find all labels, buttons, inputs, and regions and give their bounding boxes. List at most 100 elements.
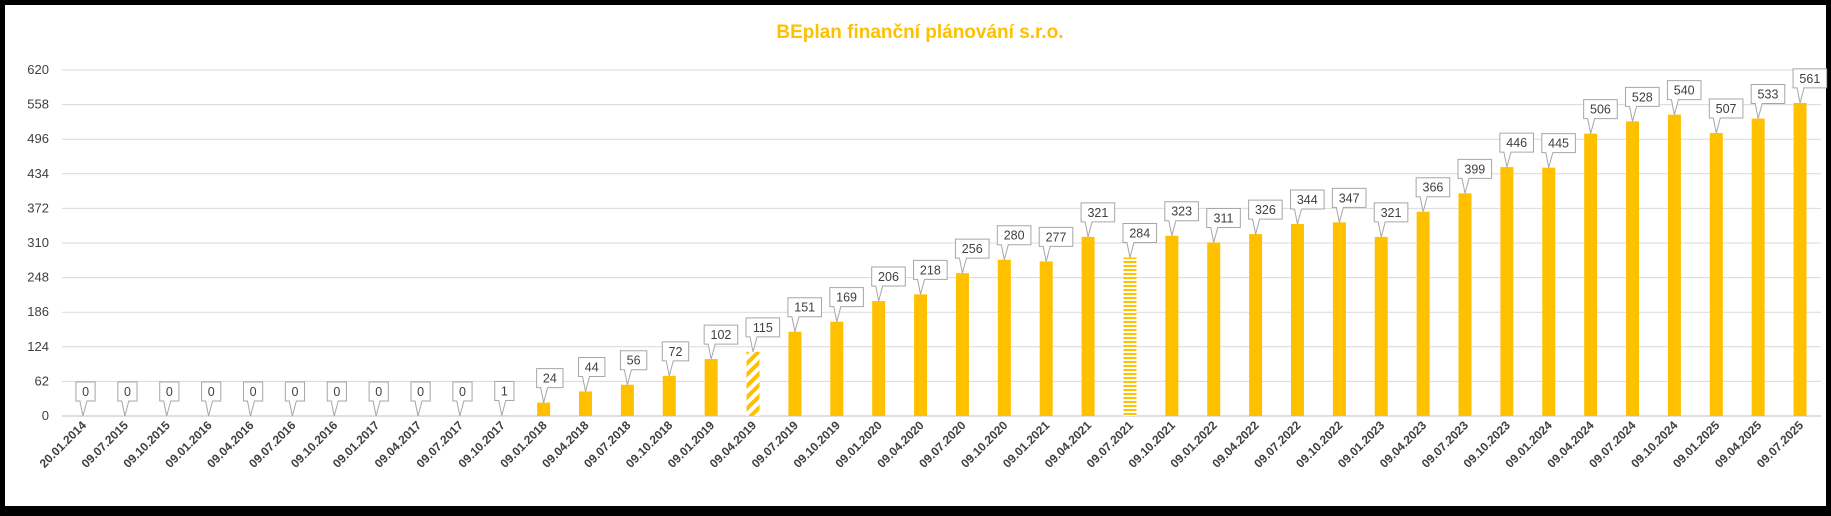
- bar: [620, 384, 634, 416]
- data-label: 540: [1666, 80, 1702, 115]
- data-label: 0: [117, 381, 138, 417]
- data-label: 44: [578, 356, 606, 392]
- svg-text:507: 507: [1716, 102, 1737, 116]
- svg-text:277: 277: [1046, 230, 1067, 244]
- svg-text:0: 0: [291, 385, 298, 399]
- bar: [788, 331, 802, 416]
- svg-text:321: 321: [1087, 206, 1108, 220]
- y-tick-label: 0: [42, 408, 49, 423]
- svg-text:0: 0: [375, 385, 382, 399]
- bar: [1584, 133, 1598, 416]
- data-label: 277: [1038, 226, 1074, 262]
- y-tick-label: 434: [27, 166, 49, 181]
- data-label: 72: [661, 341, 690, 376]
- data-label: 321: [1373, 202, 1409, 237]
- bar: [1626, 121, 1640, 417]
- bar: [1123, 257, 1137, 416]
- y-tick-label: 558: [27, 97, 49, 112]
- data-label: 0: [284, 381, 306, 417]
- bar: [1207, 242, 1221, 416]
- data-label: 561: [1792, 68, 1828, 104]
- bar: [537, 402, 551, 416]
- svg-text:0: 0: [82, 385, 89, 399]
- bar: [830, 321, 844, 416]
- svg-text:347: 347: [1339, 191, 1360, 205]
- data-label: 528: [1625, 86, 1660, 122]
- y-tick-label: 62: [35, 373, 49, 388]
- bar: [1332, 222, 1346, 416]
- data-label: 446: [1499, 132, 1534, 168]
- data-label: 344: [1289, 189, 1325, 225]
- bar: [1458, 193, 1472, 416]
- bar: [914, 294, 928, 416]
- data-label: 0: [159, 381, 180, 417]
- y-axis: 0 62 124 186 248 310 372 434 496 558 620: [27, 62, 49, 423]
- data-label: 533: [1750, 84, 1786, 119]
- svg-text:102: 102: [711, 328, 732, 342]
- svg-text:0: 0: [333, 385, 340, 399]
- bar: [1374, 236, 1388, 416]
- data-label: 24: [536, 368, 564, 403]
- svg-text:311: 311: [1214, 211, 1234, 225]
- svg-text:280: 280: [1004, 229, 1025, 243]
- svg-text:24: 24: [543, 372, 557, 386]
- data-label: 506: [1583, 99, 1618, 134]
- bars: [495, 102, 1807, 417]
- svg-text:528: 528: [1632, 90, 1653, 104]
- data-label: 151: [787, 297, 823, 332]
- bar: [1500, 167, 1514, 416]
- data-label: 280: [996, 225, 1032, 260]
- svg-text:506: 506: [1590, 103, 1611, 117]
- data-label: 102: [703, 324, 739, 360]
- svg-text:0: 0: [417, 385, 424, 399]
- y-tick-label: 248: [27, 270, 49, 285]
- bar: [997, 259, 1011, 416]
- y-tick-label: 186: [27, 304, 49, 319]
- svg-text:321: 321: [1381, 206, 1402, 220]
- bar: [1542, 167, 1556, 416]
- svg-text:0: 0: [166, 385, 173, 399]
- bar: [495, 415, 509, 416]
- svg-text:445: 445: [1548, 137, 1569, 151]
- svg-text:399: 399: [1464, 162, 1485, 176]
- bar: [1416, 211, 1430, 416]
- data-label: 1: [494, 380, 515, 416]
- data-label: 326: [1248, 199, 1283, 235]
- svg-text:323: 323: [1171, 205, 1192, 219]
- bar: [579, 391, 593, 416]
- gridlines: [62, 69, 1821, 417]
- bar: [1249, 234, 1263, 416]
- bar-chart: BEplan finanční plánování s.r.o. 0621241…: [27, 22, 1828, 471]
- svg-text:0: 0: [459, 385, 466, 399]
- data-label: 56: [619, 350, 648, 385]
- data-label: 366: [1415, 177, 1451, 212]
- bar: [1793, 102, 1807, 416]
- svg-text:44: 44: [585, 360, 599, 374]
- bar: [955, 273, 969, 416]
- data-label: 0: [326, 381, 347, 417]
- bar: [1751, 118, 1765, 417]
- bar: [872, 301, 886, 416]
- y-tick-label: 496: [27, 131, 49, 146]
- data-label: 0: [201, 381, 222, 417]
- svg-text:326: 326: [1255, 203, 1276, 217]
- bar: [1039, 261, 1053, 416]
- data-label: 311: [1206, 207, 1241, 243]
- svg-text:0: 0: [208, 385, 215, 399]
- y-tick-label: 372: [27, 200, 49, 215]
- bar: [1165, 235, 1179, 416]
- data-label: 218: [913, 259, 948, 295]
- data-label: 507: [1708, 98, 1744, 134]
- data-label: 347: [1331, 187, 1367, 223]
- bar: [662, 375, 676, 416]
- svg-text:169: 169: [836, 291, 857, 305]
- data-label: 0: [368, 381, 389, 417]
- data-label: 206: [871, 266, 906, 302]
- bar: [704, 359, 718, 416]
- svg-text:218: 218: [920, 263, 941, 277]
- bar: [1709, 133, 1723, 417]
- data-label: 321: [1080, 202, 1116, 237]
- svg-text:151: 151: [794, 301, 815, 315]
- svg-text:206: 206: [878, 270, 899, 284]
